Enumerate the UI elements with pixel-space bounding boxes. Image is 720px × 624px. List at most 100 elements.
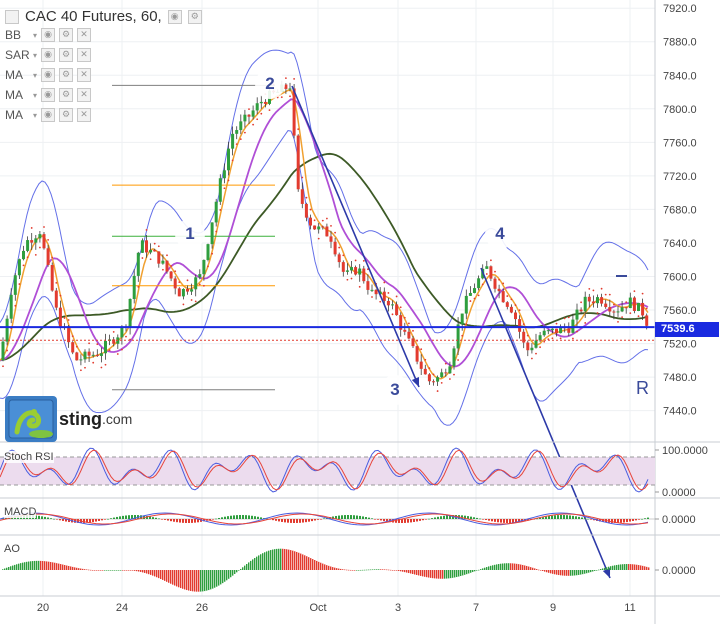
ao-histogram-bar [364,569,366,571]
ao-histogram-bar [136,570,138,572]
ao-histogram-bar [620,564,622,570]
sar-dot [526,334,529,337]
ao-histogram-bar [140,570,142,572]
sar-dot [613,303,615,306]
ao-histogram-bar [246,563,248,570]
candle-body [358,268,362,275]
macd-histogram-bar [479,518,481,520]
candle-body [99,353,103,356]
candle-body [46,248,50,266]
gear-icon[interactable]: ⚙ [59,48,74,62]
candle-body [432,381,435,383]
macd-histogram-bar [515,519,517,523]
eye-icon[interactable]: ◉ [41,88,56,102]
candle-body [91,354,95,356]
close-icon[interactable]: ✕ [77,28,92,42]
ao-histogram-bar [608,566,610,570]
eye-icon[interactable]: ◉ [41,28,56,42]
sar-dot [22,264,25,267]
close-icon[interactable]: ✕ [77,48,92,62]
caret-down-icon[interactable]: ▾ [33,70,38,80]
sar-dot [498,278,500,281]
sar-dot [358,285,361,288]
macd-histogram-bar [104,519,106,520]
ao-histogram-bar [510,563,512,570]
indicator-row[interactable]: SAR ▾ ◉ ⚙ ✕ [5,45,202,65]
stoch-rsi-label[interactable]: Stoch RSI [4,451,54,463]
candle-body [313,225,317,230]
ao-histogram-bar [166,570,168,582]
candle-body [177,288,181,297]
close-icon[interactable]: ✕ [77,88,92,102]
ao-histogram-bar [466,570,468,575]
candle-body [612,311,616,313]
macd-histogram-bar [131,515,133,519]
macd-histogram-bar [44,516,46,519]
caret-down-icon[interactable]: ▾ [33,90,38,100]
indicator-row[interactable]: MA ▾ ◉ ⚙ ✕ [5,85,202,105]
macd-histogram-bar [587,518,589,520]
candle-body [411,338,415,347]
sar-dot [457,359,459,361]
ao-histogram-bar [56,563,58,570]
sar-dot [461,334,464,337]
eye-icon[interactable]: ◉ [41,68,56,82]
ao-label[interactable]: AO [4,543,20,555]
macd-histogram-bar [56,519,58,520]
sar-dot [194,300,197,303]
sar-dot [244,131,246,134]
macd-histogram-bar [623,519,625,523]
sar-dot [55,281,58,284]
sar-dot [449,378,451,380]
candle-body [415,346,419,362]
gear-icon[interactable]: ⚙ [59,88,74,102]
macd-histogram-bar [377,519,379,520]
macd-label[interactable]: MACD [4,506,37,518]
ao-histogram-bar [322,563,324,570]
eye-icon[interactable]: ◉ [41,48,56,62]
close-icon[interactable]: ✕ [77,68,92,82]
macd-histogram-bar [278,519,280,522]
indicator-row[interactable]: MA ▾ ◉ ⚙ ✕ [5,65,202,85]
ao-histogram-bar [66,565,68,570]
sar-dot [494,270,496,273]
ao-histogram-bar [286,549,288,570]
ao-histogram-bar [100,570,102,571]
gear-icon[interactable]: ⚙ [59,28,74,42]
sar-dot [555,322,558,325]
ao-histogram-bar [298,552,300,570]
candle-body [149,249,153,253]
ao-histogram-bar [248,562,250,570]
indicator-row[interactable]: BB ▾ ◉ ⚙ ✕ [5,25,202,45]
ao-histogram-bar [632,564,634,570]
ao-histogram-bar [394,570,396,571]
candle-body [485,266,489,269]
eye-icon[interactable]: ◉ [167,9,182,24]
gear-icon[interactable]: ⚙ [59,108,74,122]
caret-down-icon[interactable]: ▾ [33,50,38,60]
ao-histogram-bar [618,564,620,570]
eye-icon[interactable]: ◉ [41,108,56,122]
close-icon[interactable]: ✕ [77,108,92,122]
macd-histogram-bar [134,515,136,519]
ao-histogram-bar [48,561,50,570]
macd-histogram-bar [257,516,259,519]
candle-body [637,302,640,311]
symbol-toggle-icon[interactable] [5,9,19,24]
caret-down-icon[interactable]: ▾ [33,30,38,40]
sar-dot [235,143,238,146]
indicator-row[interactable]: MA ▾ ◉ ⚙ ✕ [5,105,202,125]
gear-icon[interactable]: ⚙ [187,9,202,24]
indicator-name: SAR [5,48,30,62]
candle-body [403,329,407,332]
candle-body [190,289,194,292]
sar-dot [399,306,402,309]
gear-icon[interactable]: ⚙ [59,68,74,82]
ao-histogram-bar [464,570,466,575]
macd-histogram-bar [212,519,214,520]
sar-dot [96,343,99,346]
candle-body [26,240,30,251]
caret-down-icon[interactable]: ▾ [33,110,38,120]
ao-histogram-bar [88,569,90,571]
